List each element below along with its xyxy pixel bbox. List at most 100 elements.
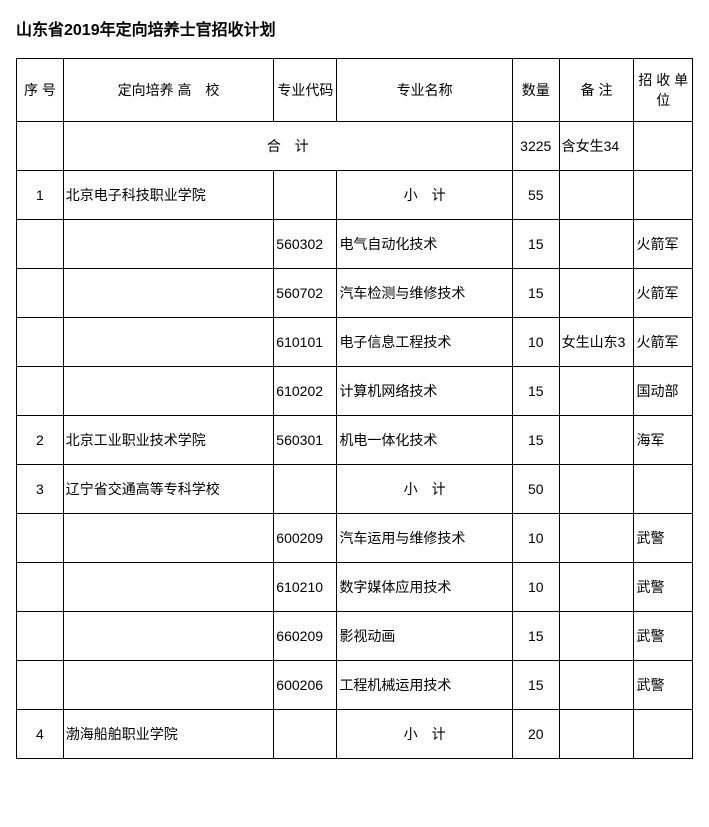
cell: 4 <box>17 710 64 759</box>
cell <box>559 710 634 759</box>
cell <box>274 710 337 759</box>
header-seq: 序 号 <box>17 59 64 122</box>
cell: 1 <box>17 171 64 220</box>
cell <box>634 171 693 220</box>
table-row: 600209汽车运用与维修技术10武警 <box>17 514 693 563</box>
cell <box>559 269 634 318</box>
table-row: 660209影视动画15 武警 <box>17 612 693 661</box>
table-row: 4渤海船舶职业学院 小 计20 <box>17 710 693 759</box>
total-qty: 3225 <box>512 122 559 171</box>
cell <box>559 563 634 612</box>
cell: 10 <box>512 318 559 367</box>
cell: 10 <box>512 563 559 612</box>
cell <box>274 171 337 220</box>
cell <box>63 612 274 661</box>
cell: 电气自动化技术 <box>337 220 512 269</box>
table-row: 1北京电子科技职业学院 小 计55 <box>17 171 693 220</box>
cell: 机电一体化技术 <box>337 416 512 465</box>
cell <box>559 367 634 416</box>
table-row: 3辽宁省交通高等专科学校 小 计50 <box>17 465 693 514</box>
cell: 15 <box>512 612 559 661</box>
cell: 火箭军 <box>634 318 693 367</box>
cell <box>559 220 634 269</box>
cell: 660209 <box>274 612 337 661</box>
cell: 影视动画 <box>337 612 512 661</box>
cell: 国动部 <box>634 367 693 416</box>
cell: 小 计 <box>337 171 512 220</box>
header-code: 专业代码 <box>274 59 337 122</box>
header-school: 定向培养 高 校 <box>63 59 274 122</box>
cell: 50 <box>512 465 559 514</box>
table-row: 610202计算机网络技术15 国动部 <box>17 367 693 416</box>
cell: 610202 <box>274 367 337 416</box>
cell: 火箭军 <box>634 269 693 318</box>
cell: 610101 <box>274 318 337 367</box>
cell: 15 <box>512 269 559 318</box>
cell <box>559 612 634 661</box>
total-seq <box>17 122 64 171</box>
total-note: 含女生34 <box>559 122 634 171</box>
table-row: 610210数字媒体应用技术10 武警 <box>17 563 693 612</box>
cell <box>274 465 337 514</box>
total-unit <box>634 122 693 171</box>
cell: 汽车检测与维修技术 <box>337 269 512 318</box>
cell: 20 <box>512 710 559 759</box>
cell <box>63 367 274 416</box>
total-row: 合 计 3225 含女生34 <box>17 122 693 171</box>
cell: 15 <box>512 220 559 269</box>
cell <box>63 318 274 367</box>
cell: 计算机网络技术 <box>337 367 512 416</box>
cell: 560301 <box>274 416 337 465</box>
cell: 渤海船舶职业学院 <box>63 710 274 759</box>
cell: 3 <box>17 465 64 514</box>
cell <box>17 220 64 269</box>
cell: 560702 <box>274 269 337 318</box>
cell: 海军 <box>634 416 693 465</box>
cell: 610210 <box>274 563 337 612</box>
cell <box>63 220 274 269</box>
plan-table: 序 号 定向培养 高 校 专业代码 专业名称 数量 备 注 招 收 单 位 合 … <box>16 58 693 759</box>
cell <box>17 514 64 563</box>
cell <box>63 563 274 612</box>
cell: 汽车运用与维修技术 <box>337 514 512 563</box>
cell: 电子信息工程技术 <box>337 318 512 367</box>
cell: 工程机械运用技术 <box>337 661 512 710</box>
cell <box>17 563 64 612</box>
cell: 小 计 <box>337 465 512 514</box>
cell: 小 计 <box>337 710 512 759</box>
cell: 辽宁省交通高等专科学校 <box>63 465 274 514</box>
table-header-row: 序 号 定向培养 高 校 专业代码 专业名称 数量 备 注 招 收 单 位 <box>17 59 693 122</box>
cell: 15 <box>512 661 559 710</box>
cell: 10 <box>512 514 559 563</box>
header-note: 备 注 <box>559 59 634 122</box>
cell: 武警 <box>634 514 693 563</box>
cell: 北京工业职业技术学院 <box>63 416 274 465</box>
cell <box>559 661 634 710</box>
header-unit: 招 收 单 位 <box>634 59 693 122</box>
cell <box>63 661 274 710</box>
cell: 女生山东3 <box>559 318 634 367</box>
cell: 600206 <box>274 661 337 710</box>
page-title: 山东省2019年定向培养士官招收计划 <box>16 16 693 40</box>
header-major: 专业名称 <box>337 59 512 122</box>
cell: 火箭军 <box>634 220 693 269</box>
cell <box>559 416 634 465</box>
cell <box>634 465 693 514</box>
cell <box>63 269 274 318</box>
cell: 数字媒体应用技术 <box>337 563 512 612</box>
table-row: 560702汽车检测与维修技术15 火箭军 <box>17 269 693 318</box>
cell <box>63 514 274 563</box>
table-row: 600206工程机械运用技术15武警 <box>17 661 693 710</box>
cell: 武警 <box>634 563 693 612</box>
cell <box>17 612 64 661</box>
cell: 2 <box>17 416 64 465</box>
cell: 55 <box>512 171 559 220</box>
cell: 武警 <box>634 612 693 661</box>
cell <box>559 465 634 514</box>
cell <box>634 710 693 759</box>
cell: 北京电子科技职业学院 <box>63 171 274 220</box>
cell: 15 <box>512 367 559 416</box>
cell <box>559 171 634 220</box>
table-row: 560302电气自动化技术15火箭军 <box>17 220 693 269</box>
cell <box>17 661 64 710</box>
